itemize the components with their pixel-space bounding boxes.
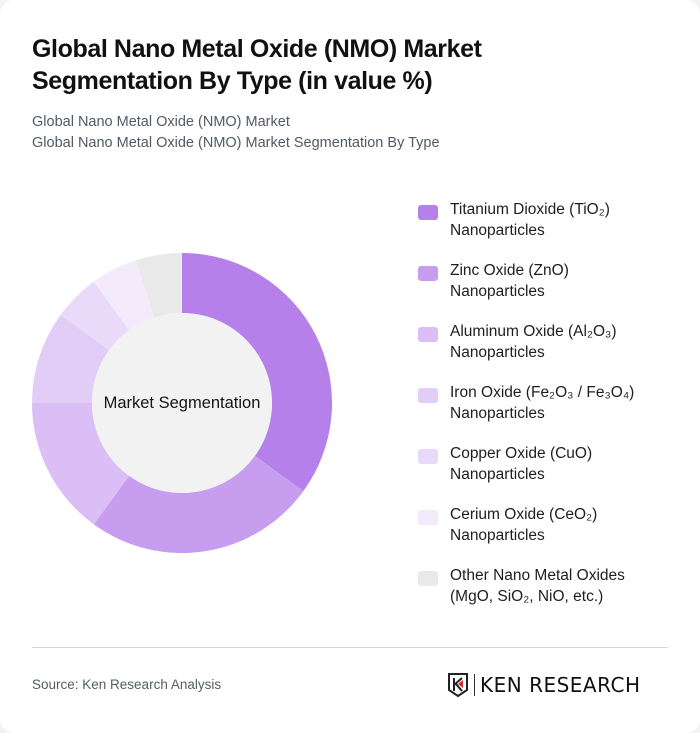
legend-label-line1: Other Nano Metal Oxides — [450, 567, 625, 584]
legend-label: Other Nano Metal Oxides (MgO, SiO₂, NiO, … — [450, 565, 625, 607]
legend-label: Cerium Oxide (CeO₂) Nanoparticles — [450, 504, 597, 546]
legend-swatch — [418, 266, 438, 281]
legend-label-line2: Nanoparticles — [450, 222, 545, 239]
subtitle-segmentation: Global Nano Metal Oxide (NMO) Market Seg… — [32, 135, 440, 151]
legend-swatch — [418, 449, 438, 464]
footer-divider — [32, 647, 668, 648]
legend-label-line1: Aluminum Oxide (Al₂O₃) — [450, 323, 617, 340]
subtitle-market: Global Nano Metal Oxide (NMO) Market — [32, 114, 290, 130]
legend-item: Zinc Oxide (ZnO) Nanoparticles — [418, 260, 688, 321]
legend-swatch — [418, 388, 438, 403]
legend-item: Iron Oxide (Fe₂O₃ / Fe₃O₄) Nanoparticles — [418, 382, 688, 443]
legend-label-line1: Cerium Oxide (CeO₂) — [450, 506, 598, 523]
donut-hole — [92, 313, 272, 493]
logo-separator — [474, 674, 475, 696]
legend-item: Copper Oxide (CuO) Nanoparticles — [418, 443, 688, 504]
logo-text: KEN RESEARCH — [480, 673, 641, 697]
ken-research-logo: KEN RESEARCH — [447, 671, 641, 699]
legend-label-line1: Iron Oxide (Fe₂O₃ / Fe₃O₄) — [450, 384, 635, 401]
legend-label: Titanium Dioxide (TiO₂) Nanoparticles — [450, 199, 610, 241]
legend-label-line2: Nanoparticles — [450, 283, 545, 300]
legend-label-line2: Nanoparticles — [450, 527, 545, 544]
source-note: Source: Ken Research Analysis — [32, 677, 222, 692]
donut-segment — [32, 314, 110, 403]
donut-segment — [182, 253, 332, 492]
legend-label-line2: (MgO, SiO₂, NiO, etc.) — [450, 588, 604, 605]
legend-label-line2: Nanoparticles — [450, 344, 545, 361]
legend-label: Aluminum Oxide (Al₂O₃) Nanoparticles — [450, 321, 617, 363]
legend-swatch — [418, 510, 438, 525]
legend-label: Zinc Oxide (ZnO) Nanoparticles — [450, 260, 569, 302]
donut-segment — [93, 455, 304, 553]
legend-swatch — [418, 571, 438, 586]
legend-label-line2: Nanoparticles — [450, 405, 545, 422]
legend-label-line1: Titanium Dioxide (TiO₂) — [450, 201, 610, 218]
legend-label-line1: Zinc Oxide (ZnO) — [450, 262, 569, 279]
donut-segment — [60, 281, 130, 351]
legend-swatch — [418, 327, 438, 342]
donut-segment — [32, 403, 130, 525]
legend-item: Titanium Dioxide (TiO₂) Nanoparticles — [418, 199, 688, 260]
chart-legend: Titanium Dioxide (TiO₂) Nanoparticles Zinc… — [418, 199, 688, 626]
legend-label-line1: Copper Oxide (CuO) — [450, 445, 593, 462]
donut-segment — [135, 253, 182, 318]
legend-label-line2: Nanoparticles — [450, 466, 545, 483]
legend-item: Cerium Oxide (CeO₂) Nanoparticles — [418, 504, 688, 565]
chart-title: Global Nano Metal Oxide (NMO) Market Seg… — [32, 35, 482, 95]
ken-research-shield-icon — [448, 673, 468, 698]
donut-chart — [32, 253, 332, 553]
donut-segment — [93, 260, 155, 331]
legend-item: Aluminum Oxide (Al₂O₃) Nanoparticles — [418, 321, 688, 382]
legend-label: Iron Oxide (Fe₂O₃ / Fe₃O₄) Nanoparticles — [450, 382, 634, 424]
legend-swatch — [418, 205, 438, 220]
legend-item: Other Nano Metal Oxides (MgO, SiO₂, NiO, … — [418, 565, 688, 626]
legend-label: Copper Oxide (CuO) Nanoparticles — [450, 443, 592, 485]
